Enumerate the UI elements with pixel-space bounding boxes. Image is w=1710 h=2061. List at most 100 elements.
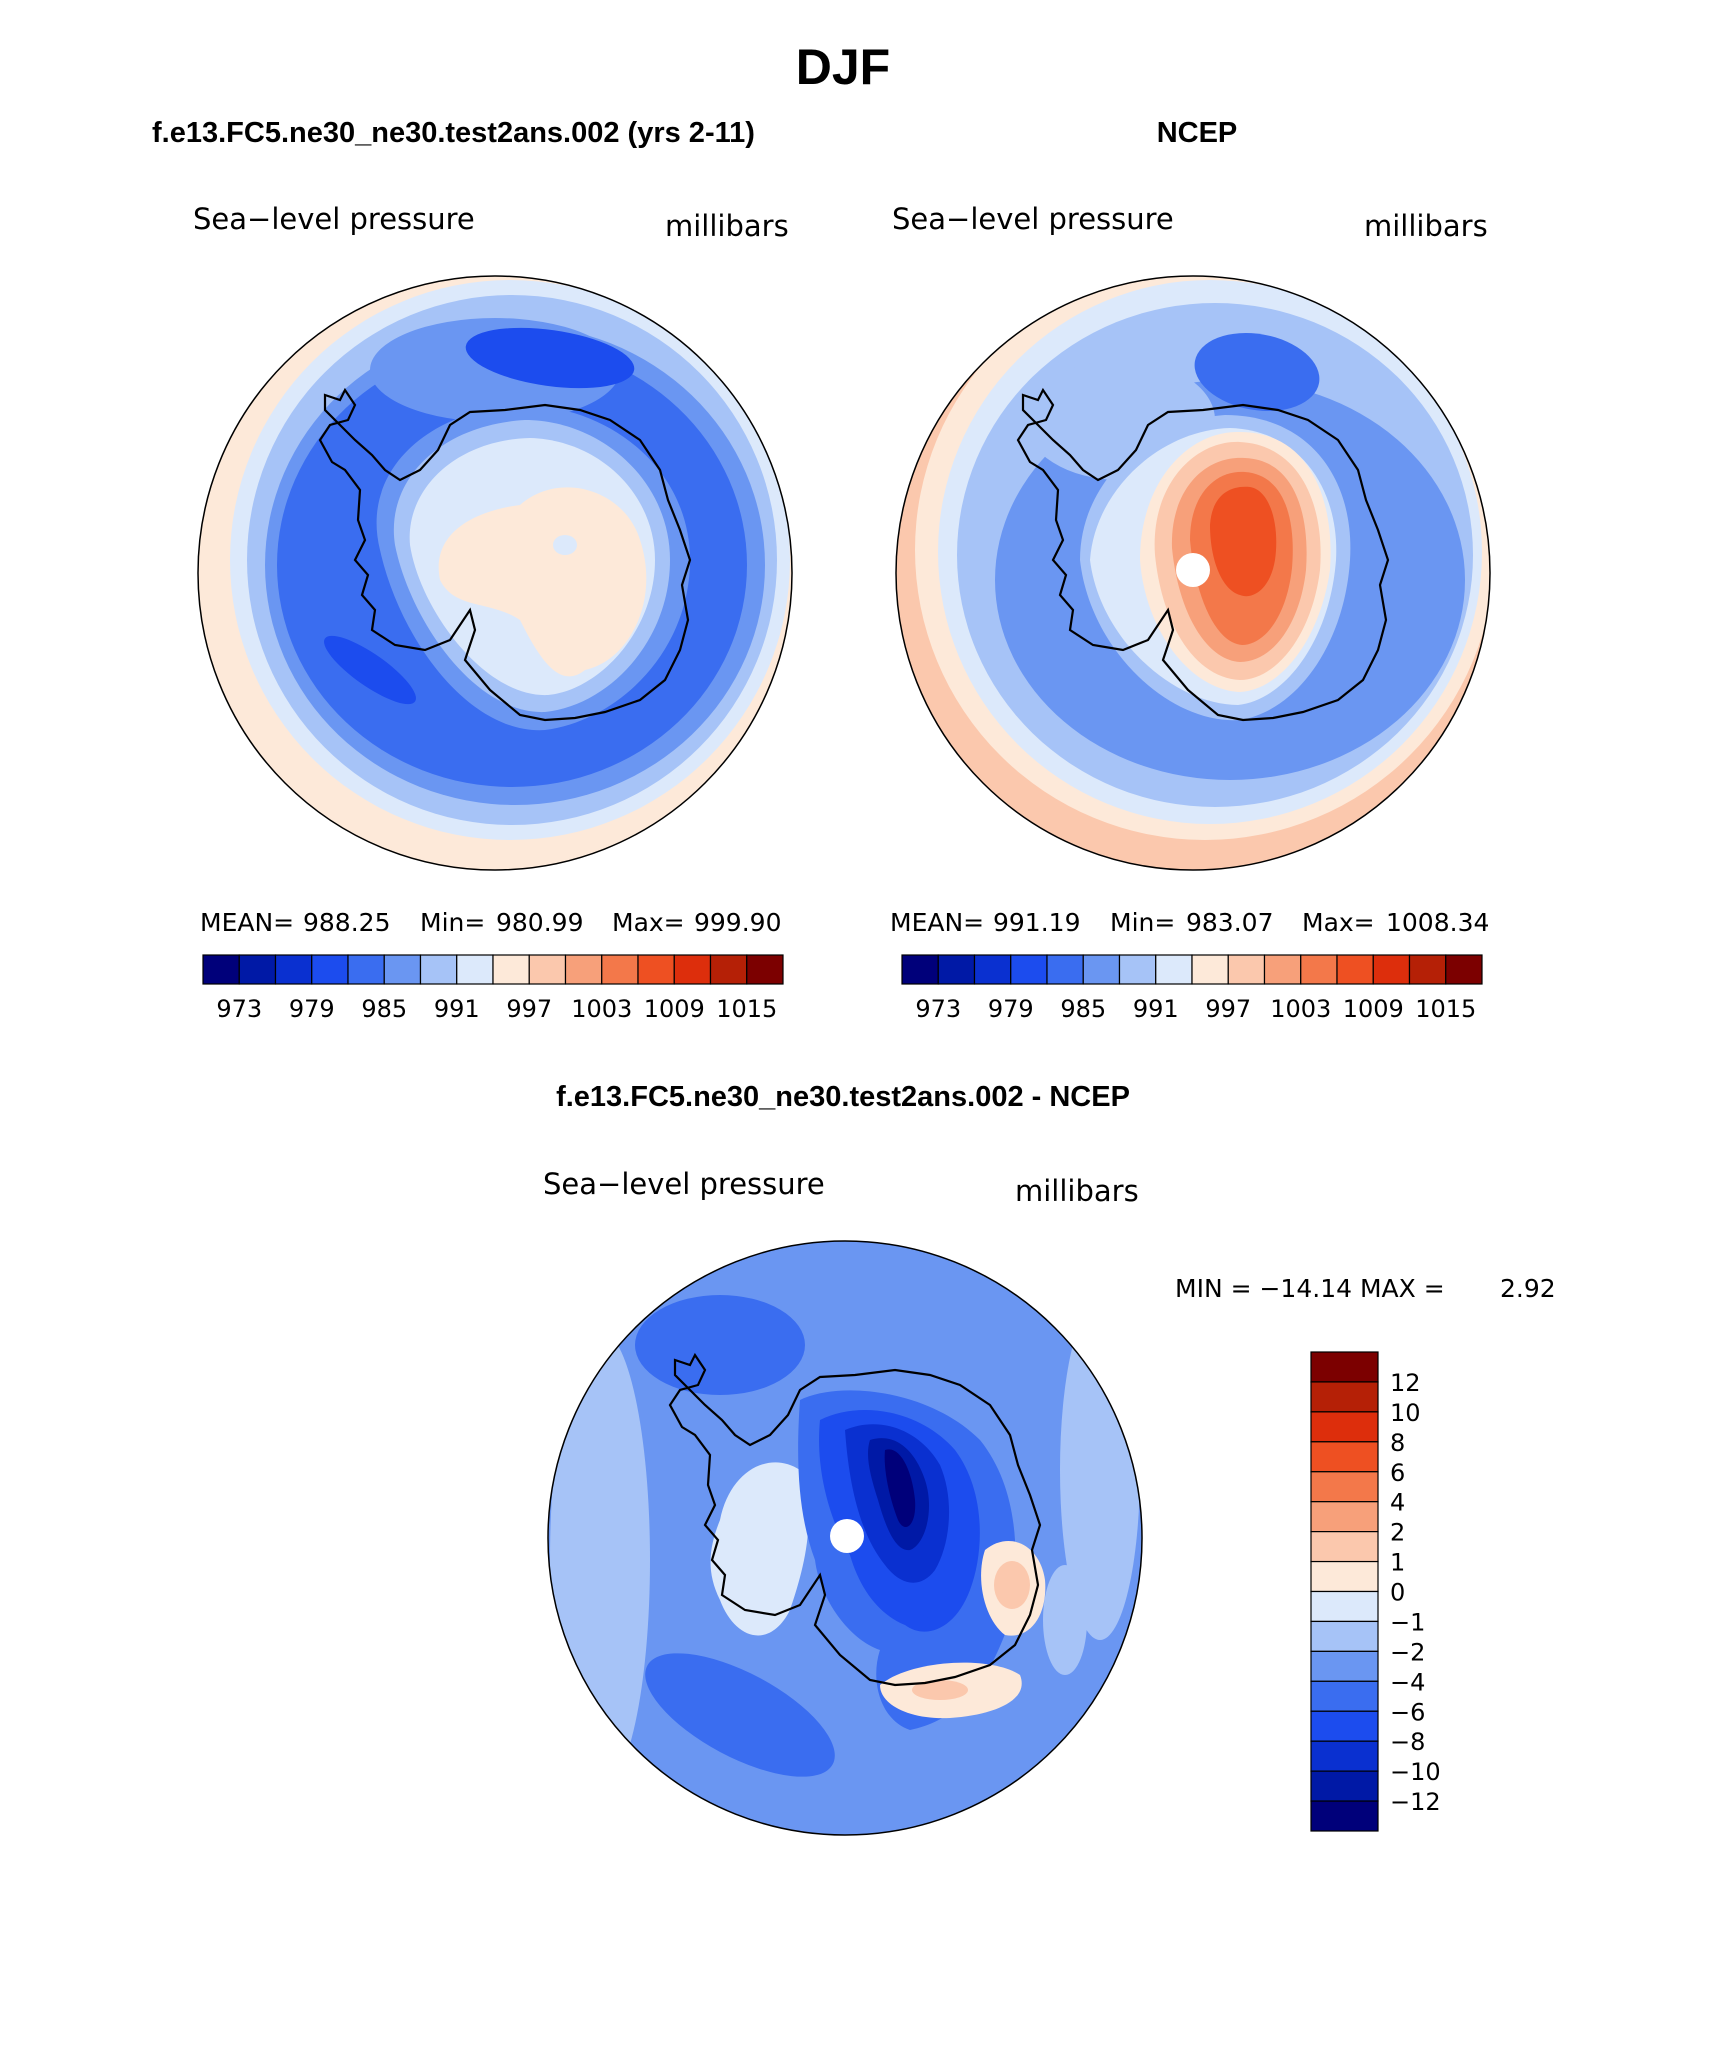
obs-mean-label: MEAN= bbox=[890, 908, 984, 937]
obs-sea-level-pressure-map bbox=[896, 276, 1490, 870]
obs-colorbar-swatch-5 bbox=[1082, 954, 1121, 985]
model-colorbar-label-7: 1015 bbox=[716, 995, 777, 1023]
diff-colorbar-swatch-5 bbox=[1310, 1501, 1379, 1533]
diff-colorbar-label-7: 0 bbox=[1390, 1579, 1405, 1607]
diff-colorbar-label-13: −10 bbox=[1390, 1758, 1441, 1786]
obs-colorbar-swatch-2 bbox=[973, 954, 1012, 985]
obs-min-value: 983.07 bbox=[1186, 908, 1273, 937]
diff-panel: f.e13.FC5.ne30_ne30.test2ans.002 - NCEP … bbox=[543, 1081, 1556, 1836]
diff-colorbar-swatch-4 bbox=[1310, 1471, 1379, 1503]
model-panel: f.e13.FC5.ne30_ne30.test2ans.002 (yrs 2-… bbox=[152, 117, 793, 1023]
model-colorbar-label-6: 1009 bbox=[644, 995, 705, 1023]
diff-units-label: millibars bbox=[1015, 1174, 1139, 1208]
obs-colorbar-label-3: 991 bbox=[1133, 995, 1179, 1023]
model-colorbar-swatch-6 bbox=[419, 954, 458, 985]
model-colorbar-swatch-10 bbox=[564, 954, 603, 985]
model-colorbar-label-1: 979 bbox=[289, 995, 335, 1023]
model-colorbar-swatch-0 bbox=[202, 954, 240, 985]
model-panel-header: f.e13.FC5.ne30_ne30.test2ans.002 (yrs 2-… bbox=[152, 117, 755, 149]
diff-colorbar-swatch-13 bbox=[1310, 1740, 1379, 1772]
obs-colorbar-swatch-12 bbox=[1336, 954, 1374, 985]
model-max-value: 999.90 bbox=[694, 908, 781, 937]
obs-colorbar-swatch-3 bbox=[1010, 954, 1048, 985]
diff-colorbar-swatch-6 bbox=[1310, 1531, 1379, 1563]
diff-antarctica-coastline bbox=[668, 1352, 1042, 1687]
model-colorbar-swatch-12 bbox=[637, 954, 675, 985]
obs-colorbar-swatch-4 bbox=[1046, 954, 1084, 985]
model-min-value: 980.99 bbox=[496, 908, 583, 937]
diff-colorbar-label-4: 4 bbox=[1390, 1489, 1405, 1517]
model-colorbar-swatch-15 bbox=[746, 954, 784, 985]
model-colorbar: 973 979 985 991 997 1003 1009 1015 bbox=[202, 954, 784, 1023]
diff-colorbar-label-12: −8 bbox=[1390, 1728, 1425, 1756]
model-colorbar-label-4: 997 bbox=[506, 995, 552, 1023]
diff-colorbar-label-2: 8 bbox=[1390, 1429, 1405, 1457]
diff-panel-header: f.e13.FC5.ne30_ne30.test2ans.002 - NCEP bbox=[556, 1081, 1130, 1113]
obs-colorbar-swatch-14 bbox=[1408, 954, 1447, 985]
model-colorbar-label-5: 1003 bbox=[571, 995, 632, 1023]
obs-colorbar-label-4: 997 bbox=[1205, 995, 1251, 1023]
diff-colorbar-label-3: 6 bbox=[1390, 1459, 1405, 1487]
obs-colorbar-swatch-11 bbox=[1300, 954, 1338, 985]
model-colorbar-swatch-5 bbox=[383, 954, 422, 985]
model-variable-label: Sea−level pressure bbox=[193, 202, 475, 236]
model-colorbar-swatch-7 bbox=[456, 954, 494, 985]
figure-title: DJF bbox=[796, 39, 890, 95]
model-min-label: Min= bbox=[420, 908, 485, 937]
obs-colorbar-label-2: 985 bbox=[1060, 995, 1106, 1023]
model-colorbar-swatch-4 bbox=[347, 954, 385, 985]
diff-colorbar-label-5: 2 bbox=[1390, 1519, 1405, 1547]
obs-colorbar-swatch-1 bbox=[937, 954, 976, 985]
obs-colorbar-swatch-10 bbox=[1263, 954, 1302, 985]
model-units-label: millibars bbox=[665, 209, 789, 243]
diff-colorbar-swatch-14 bbox=[1310, 1770, 1379, 1802]
obs-colorbar-label-1: 979 bbox=[988, 995, 1034, 1023]
diff-colorbar-swatch-2 bbox=[1310, 1411, 1379, 1443]
model-mean-label: MEAN= bbox=[200, 908, 294, 937]
obs-pole-mask bbox=[1176, 553, 1210, 587]
obs-min-label: Min= bbox=[1110, 908, 1175, 937]
obs-colorbar-label-7: 1015 bbox=[1415, 995, 1476, 1023]
obs-colorbar-swatch-8 bbox=[1191, 954, 1229, 985]
model-max-label: Max= bbox=[612, 908, 685, 937]
obs-map-boundary bbox=[895, 275, 1491, 871]
diff-map-boundary bbox=[547, 1240, 1143, 1836]
diff-colorbar-swatch-10 bbox=[1310, 1650, 1379, 1682]
obs-colorbar: 973 979 985 991 997 1003 1009 1015 bbox=[901, 954, 1483, 1023]
diff-colorbar-label-14: −12 bbox=[1390, 1788, 1441, 1816]
model-colorbar-swatch-2 bbox=[274, 954, 313, 985]
diff-colorbar-swatch-9 bbox=[1310, 1620, 1379, 1652]
obs-max-value: 1008.34 bbox=[1386, 908, 1489, 937]
model-colorbar-label-2: 985 bbox=[361, 995, 407, 1023]
diff-colorbar-swatch-11 bbox=[1310, 1680, 1379, 1712]
obs-colorbar-label-0: 973 bbox=[915, 995, 961, 1023]
diff-colorbar-swatch-8 bbox=[1310, 1590, 1379, 1623]
diff-variable-label: Sea−level pressure bbox=[543, 1167, 825, 1201]
model-colorbar-label-3: 991 bbox=[434, 995, 480, 1023]
model-colorbar-swatch-1 bbox=[238, 954, 277, 985]
diff-pole-mask bbox=[830, 1519, 864, 1553]
obs-mean-value: 991.19 bbox=[993, 908, 1080, 937]
obs-colorbar-swatch-9 bbox=[1227, 954, 1266, 985]
diff-colorbar-swatch-12 bbox=[1310, 1710, 1379, 1742]
diff-colorbar-swatch-1 bbox=[1310, 1381, 1379, 1413]
diff-max-value: 2.92 bbox=[1500, 1274, 1556, 1303]
model-map-boundary bbox=[197, 275, 793, 871]
diff-colorbar-label-10: −4 bbox=[1390, 1668, 1425, 1696]
diff-colorbar-label-8: −1 bbox=[1390, 1608, 1425, 1636]
obs-colorbar-swatch-0 bbox=[901, 954, 939, 985]
diff-colorbar-label-11: −6 bbox=[1390, 1698, 1425, 1726]
obs-colorbar-label-5: 1003 bbox=[1270, 995, 1331, 1023]
diff-colorbar-label-1: 10 bbox=[1390, 1399, 1421, 1427]
model-mean-value: 988.25 bbox=[303, 908, 390, 937]
model-colorbar-swatch-3 bbox=[311, 954, 349, 985]
model-antarctica-coastline bbox=[318, 387, 692, 722]
model-colorbar-swatch-14 bbox=[709, 954, 748, 985]
diff-colorbar-label-6: 1 bbox=[1390, 1549, 1405, 1577]
diff-colorbar-label-9: −2 bbox=[1390, 1638, 1425, 1666]
obs-panel: NCEP Sea−level pressure millibars MEAN= … bbox=[890, 117, 1491, 1023]
diff-colorbar-label-0: 12 bbox=[1390, 1369, 1421, 1397]
diff-minmax-label: MIN = −14.14 MAX = bbox=[1175, 1274, 1445, 1303]
obs-colorbar-swatch-13 bbox=[1372, 954, 1411, 985]
